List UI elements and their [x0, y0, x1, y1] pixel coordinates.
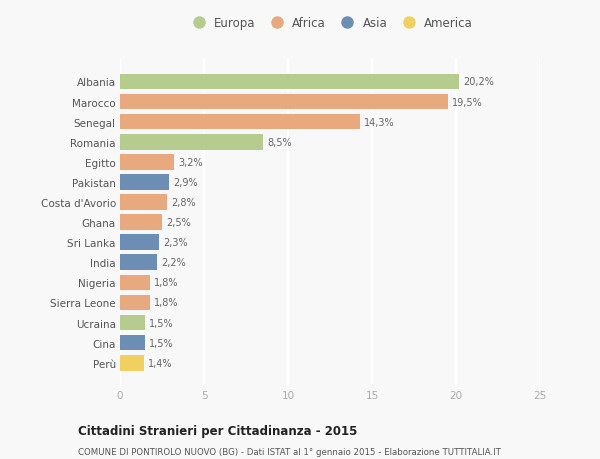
Bar [120, 215, 162, 230]
Legend: Europa, Africa, Asia, America: Europa, Africa, Asia, America [184, 13, 476, 34]
Bar [120, 315, 145, 330]
Bar [120, 95, 448, 110]
Text: 1,8%: 1,8% [154, 278, 179, 288]
Text: 3,2%: 3,2% [178, 157, 203, 168]
Bar [120, 355, 143, 371]
Bar [120, 275, 150, 291]
Text: Cittadini Stranieri per Cittadinanza - 2015: Cittadini Stranieri per Cittadinanza - 2… [78, 425, 358, 437]
Text: 14,3%: 14,3% [364, 118, 395, 128]
Text: 2,2%: 2,2% [161, 257, 186, 268]
Bar [120, 134, 263, 150]
Text: 1,5%: 1,5% [149, 318, 174, 328]
Text: 20,2%: 20,2% [464, 77, 494, 87]
Bar [120, 195, 167, 210]
Text: 2,3%: 2,3% [163, 238, 187, 248]
Bar [120, 295, 150, 311]
Text: 1,5%: 1,5% [149, 338, 174, 348]
Bar [120, 255, 157, 270]
Text: 19,5%: 19,5% [452, 97, 482, 107]
Bar [120, 115, 360, 130]
Text: 1,8%: 1,8% [154, 298, 179, 308]
Bar [120, 235, 158, 251]
Bar [120, 175, 169, 190]
Bar [120, 335, 145, 351]
Bar [120, 155, 174, 170]
Text: 1,4%: 1,4% [148, 358, 172, 368]
Bar [120, 74, 460, 90]
Text: 8,5%: 8,5% [267, 137, 292, 147]
Text: 2,5%: 2,5% [166, 218, 191, 228]
Text: 2,9%: 2,9% [173, 178, 197, 188]
Text: 2,8%: 2,8% [171, 197, 196, 207]
Text: COMUNE DI PONTIROLO NUOVO (BG) - Dati ISTAT al 1° gennaio 2015 - Elaborazione TU: COMUNE DI PONTIROLO NUOVO (BG) - Dati IS… [78, 448, 501, 457]
